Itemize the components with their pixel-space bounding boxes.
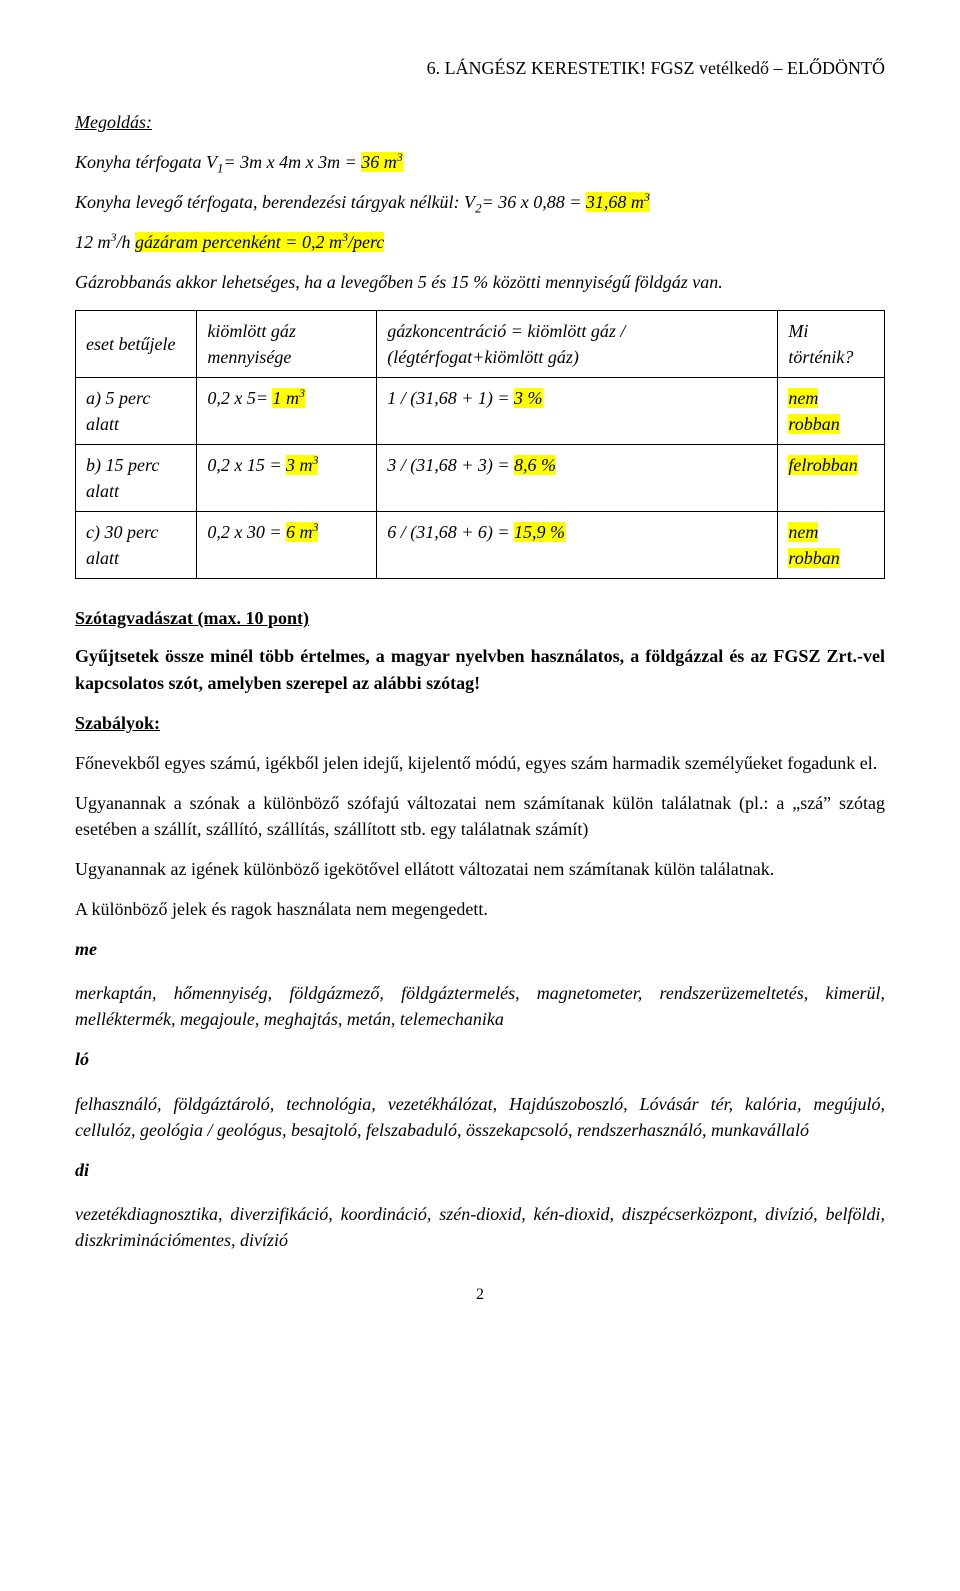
table-row: b) 15 perc alatt 0,2 x 15 = 3 m3 3 / (31… (76, 444, 885, 511)
text: 12 m (75, 232, 111, 252)
text: 1 m (272, 388, 299, 408)
solution-line-4: Gázrobbanás akkor lehetséges, ha a leveg… (75, 269, 885, 295)
highlight: nem robban (788, 388, 839, 434)
table-cell: a) 5 perc alatt (76, 377, 197, 444)
table-header-cell: gázkoncentráció = kiömlött gáz / (légtér… (377, 310, 778, 377)
section-title: Szótagvadászat (max. 10 pont) (75, 605, 885, 631)
text: Konyha térfogata V (75, 152, 217, 172)
table-cell: c) 30 perc alatt (76, 512, 197, 579)
text: /perc (348, 232, 384, 252)
superscript: 3 (299, 386, 305, 400)
table-header-cell: kiömlött gáz mennyisége (197, 310, 377, 377)
table-row: c) 30 perc alatt 0,2 x 30 = 6 m3 6 / (31… (76, 512, 885, 579)
text: = 3m x 4m x 3m = (224, 152, 357, 172)
table-cell: 6 / (31,68 + 6) = 15,9 % (377, 512, 778, 579)
text: /h (117, 232, 136, 252)
table-cell: 0,2 x 15 = 3 m3 (197, 444, 377, 511)
table-header-cell: eset betűjele (76, 310, 197, 377)
text: Konyha levegő térfogata, berendezési tár… (75, 192, 475, 212)
syllable-key: di (75, 1157, 885, 1183)
page-header: 6. LÁNGÉSZ KERESTETIK! FGSZ vetélkedő – … (75, 55, 885, 81)
table-header-row: eset betűjele kiömlött gáz mennyisége gá… (76, 310, 885, 377)
table-header-cell: Mi történik? (778, 310, 885, 377)
results-table: eset betűjele kiömlött gáz mennyisége gá… (75, 310, 885, 580)
text: 36 m (361, 152, 397, 172)
rules-label: Szabályok: (75, 710, 885, 736)
highlight: 31,68 m3 (586, 192, 650, 212)
superscript: 3 (644, 190, 650, 204)
page: 6. LÁNGÉSZ KERESTETIK! FGSZ vetélkedő – … (0, 0, 960, 1591)
solution-line-1: Konyha térfogata V1= 3m x 4m x 3m = 36 m… (75, 149, 885, 175)
highlight: 3 m3 (286, 455, 319, 475)
syllable-words: felhasználó, földgáztároló, technológia,… (75, 1091, 885, 1143)
table-cell: 0,2 x 5= 1 m3 (197, 377, 377, 444)
solution-line-2: Konyha levegő térfogata, berendezési tár… (75, 189, 885, 215)
rules-label-text: Szabályok: (75, 713, 160, 733)
table-cell: felrobban (778, 444, 885, 511)
table-cell: nem robban (778, 512, 885, 579)
syllable-words: merkaptán, hőmennyiség, földgázmező, föl… (75, 980, 885, 1032)
text: 0,2 x 30 = (207, 522, 281, 542)
highlight: 36 m3 (361, 152, 403, 172)
table-cell: nem robban (778, 377, 885, 444)
superscript: 3 (312, 453, 318, 467)
rule-text: Főnevekből egyes számú, igékből jelen id… (75, 750, 885, 776)
syllable-key: me (75, 936, 885, 962)
solution-label: Megoldás: (75, 109, 885, 135)
highlight: 6 m3 (286, 522, 319, 542)
text: gázáram percenként = 0,2 m (135, 232, 342, 252)
table-cell: 3 / (31,68 + 3) = 8,6 % (377, 444, 778, 511)
highlight: felrobban (788, 455, 857, 475)
section-title-text: Szótagvadászat (max. 10 pont) (75, 608, 309, 628)
table-cell: 1 / (31,68 + 1) = 3 % (377, 377, 778, 444)
solution-line-3: 12 m3/h gázáram percenként = 0,2 m3/perc (75, 229, 885, 255)
text: 31,68 m (586, 192, 644, 212)
superscript: 3 (397, 150, 403, 164)
table-row: a) 5 perc alatt 0,2 x 5= 1 m3 1 / (31,68… (76, 377, 885, 444)
rule-text: Ugyanannak a szónak a különböző szófajú … (75, 790, 885, 842)
table-cell: 0,2 x 30 = 6 m3 (197, 512, 377, 579)
syllable-words: vezetékdiagnosztika, diverzifikáció, koo… (75, 1201, 885, 1253)
syllable-key: ló (75, 1046, 885, 1072)
rule-text: Ugyanannak az igének különböző igekötőve… (75, 856, 885, 882)
section-intro: Gyűjtsetek össze minél több értelmes, a … (75, 643, 885, 695)
text: 1 / (31,68 + 1) = (387, 388, 509, 408)
highlight: 1 m3 (272, 388, 305, 408)
page-number: 2 (75, 1283, 885, 1306)
solution-label-text: Megoldás: (75, 112, 152, 132)
text: 0,2 x 15 = (207, 455, 281, 475)
text: = 36 x 0,88 = (482, 192, 582, 212)
superscript: 3 (312, 520, 318, 534)
text: 0,2 x 5= (207, 388, 268, 408)
table-cell: b) 15 perc alatt (76, 444, 197, 511)
text: 6 / (31,68 + 6) = (387, 522, 509, 542)
highlight: 8,6 % (514, 455, 556, 475)
highlight: 3 % (514, 388, 543, 408)
text: 6 m (286, 522, 313, 542)
text: 3 / (31,68 + 3) = (387, 455, 509, 475)
highlight: gázáram percenként = 0,2 m3/perc (135, 232, 384, 252)
text: 3 m (286, 455, 313, 475)
highlight: 15,9 % (514, 522, 565, 542)
highlight: nem robban (788, 522, 839, 568)
rule-text: A különböző jelek és ragok használata ne… (75, 896, 885, 922)
